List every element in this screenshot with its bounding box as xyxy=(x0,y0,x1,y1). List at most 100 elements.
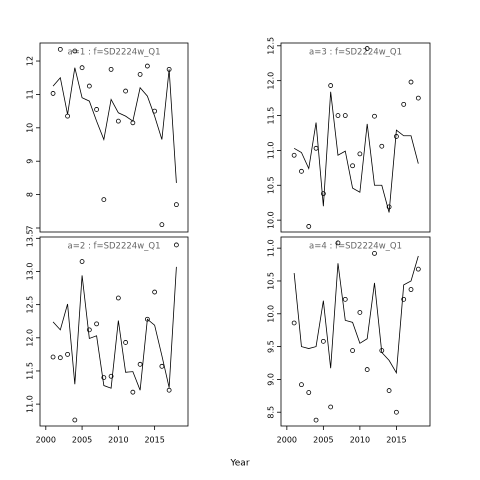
data-point xyxy=(152,289,158,295)
x-tick-label: 2010 xyxy=(108,436,128,445)
panel-frame xyxy=(280,42,431,233)
data-point xyxy=(350,348,355,353)
data-point xyxy=(342,296,348,302)
data-point xyxy=(372,251,377,256)
data-point xyxy=(72,48,78,54)
data-point xyxy=(320,338,326,344)
data-point xyxy=(394,409,399,415)
data-point xyxy=(79,65,85,71)
data-point xyxy=(291,152,297,158)
y-tick-label: 11.0 xyxy=(267,141,276,159)
y-tick-label: 8 xyxy=(26,192,35,197)
data-point xyxy=(401,296,407,302)
data-point xyxy=(401,101,407,107)
y-tick-label: 12.5 xyxy=(267,37,276,55)
data-point xyxy=(101,375,107,380)
y-tick-label: 10.0 xyxy=(267,211,276,229)
data-point xyxy=(86,327,92,333)
y-tick-label: 12.0 xyxy=(267,72,276,90)
data-point xyxy=(357,310,363,315)
y-tick-label: 10.5 xyxy=(267,176,276,194)
data-point xyxy=(415,95,421,101)
y-tick-label: 10 xyxy=(26,123,35,133)
data-point xyxy=(335,240,341,246)
data-point xyxy=(79,259,85,264)
y-tick-label: 10.0 xyxy=(267,305,276,323)
panel-frame xyxy=(280,236,431,427)
data-point xyxy=(173,202,179,208)
x-tick-label: 2005 xyxy=(313,436,333,445)
data-point xyxy=(328,404,334,410)
data-point xyxy=(166,387,172,393)
fitted-line xyxy=(52,266,177,391)
y-tick-label: 12 xyxy=(26,56,35,66)
x-tick-label: 2000 xyxy=(277,436,297,445)
data-point xyxy=(123,88,129,94)
y-tick-label: 9.5 xyxy=(267,340,276,353)
data-point xyxy=(320,191,326,197)
data-point xyxy=(123,340,129,345)
fitted-line xyxy=(52,67,177,183)
data-point xyxy=(328,83,334,88)
data-point xyxy=(57,355,63,361)
data-point xyxy=(306,390,312,395)
x-tick-label: 2000 xyxy=(36,436,56,445)
data-point xyxy=(137,71,143,77)
data-point xyxy=(65,351,70,357)
panel-title: a=1 : f=SD2224w_Q1 xyxy=(68,48,161,58)
data-point xyxy=(342,113,348,118)
data-point xyxy=(94,321,99,327)
y-tick-label: 11.0 xyxy=(26,395,35,413)
data-point xyxy=(357,151,363,157)
x-tick-label: 2005 xyxy=(72,436,92,445)
data-point xyxy=(72,417,78,423)
y-tick-label: 11.0 xyxy=(267,239,276,257)
data-point xyxy=(94,107,99,112)
y-tick-label: 13.5 xyxy=(26,229,35,247)
x-tick-label: 2015 xyxy=(386,436,406,445)
data-point xyxy=(50,91,56,96)
data-point xyxy=(144,63,150,69)
data-point xyxy=(299,168,304,174)
data-point xyxy=(130,389,136,395)
data-point xyxy=(137,361,143,367)
data-point xyxy=(372,113,377,119)
data-point xyxy=(291,320,297,326)
panel-title: a=3 : f=SD2224w_Q1 xyxy=(309,48,402,58)
data-point xyxy=(306,224,312,229)
data-point xyxy=(350,163,355,169)
data-point xyxy=(299,382,304,388)
data-point xyxy=(379,143,385,149)
data-point xyxy=(364,46,370,51)
y-tick-label: 7 xyxy=(26,225,35,230)
panel-title: a=4 : f=SD2224w_Q1 xyxy=(309,242,402,252)
y-tick-label: 9.0 xyxy=(267,373,276,386)
panel-title: a=2 : f=SD2224w_Q1 xyxy=(68,242,161,252)
fitted-line xyxy=(293,255,419,375)
data-point xyxy=(57,46,63,52)
y-tick-label: 10.5 xyxy=(267,272,276,290)
data-point xyxy=(408,287,414,292)
y-tick-label: 11 xyxy=(26,89,35,99)
data-point xyxy=(364,367,370,372)
x-tick-label: 2015 xyxy=(144,436,164,445)
data-point xyxy=(313,417,319,423)
data-point xyxy=(415,266,421,272)
data-point xyxy=(159,363,165,369)
y-tick-label: 9 xyxy=(26,159,35,164)
data-point xyxy=(115,118,121,124)
panel-frame xyxy=(39,236,189,427)
data-point xyxy=(173,242,179,248)
data-point xyxy=(386,388,392,393)
y-tick-label: 13.0 xyxy=(26,263,35,281)
x-axis-label: Year xyxy=(229,459,249,469)
data-point xyxy=(108,66,114,72)
fitted-line xyxy=(293,91,419,213)
data-point xyxy=(101,197,107,203)
data-point xyxy=(115,295,121,301)
y-tick-label: 12.5 xyxy=(26,296,35,314)
data-point xyxy=(108,373,114,379)
data-point xyxy=(335,113,341,118)
